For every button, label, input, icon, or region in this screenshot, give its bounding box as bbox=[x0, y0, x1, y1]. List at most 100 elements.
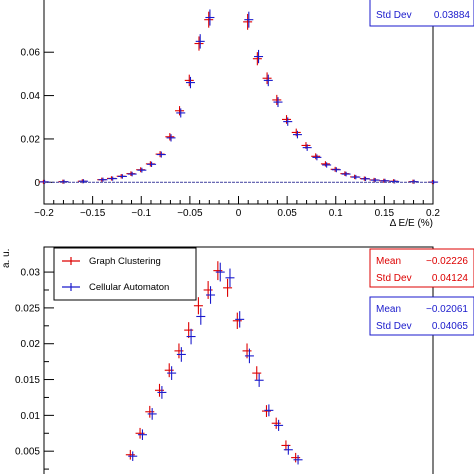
top-data-point bbox=[59, 179, 69, 184]
top-data-point bbox=[320, 161, 330, 167]
stats-ca-mean-value: −0.02061 bbox=[426, 304, 468, 315]
top-plot-frame bbox=[43, 0, 434, 205]
top-data-point bbox=[311, 153, 321, 160]
top-data-point bbox=[273, 97, 283, 108]
top-data-point bbox=[108, 176, 118, 181]
top-x-tick-label: −0.2 bbox=[34, 208, 54, 219]
bottom-data-point bbox=[254, 373, 264, 387]
bottom-data-point bbox=[186, 328, 196, 345]
bottom-data-point bbox=[128, 451, 138, 461]
bottom-data-point bbox=[176, 347, 186, 362]
top-x-axis-label: Δ E/E (%) bbox=[390, 218, 433, 229]
top-x-tick-label: 0.1 bbox=[329, 208, 343, 219]
bottom-panel: 0.005 0.01 0.015 0.02 0.025 0.03 a. u. Graph … bbox=[1, 246, 474, 474]
top-data-point bbox=[137, 167, 147, 173]
top-data-point bbox=[361, 176, 371, 181]
top-data-point bbox=[79, 179, 88, 184]
stats-gc-stddev-value: 0.04124 bbox=[432, 273, 469, 284]
top-data-marks bbox=[38, 9, 439, 185]
top-stats-box: Std Dev 0.03884 bbox=[369, 0, 474, 27]
stats-ca-mean-label: Mean bbox=[376, 304, 401, 315]
bottom-data-point bbox=[137, 429, 147, 441]
bottom-data-point bbox=[264, 404, 274, 417]
top-data-point bbox=[370, 178, 380, 183]
top-y-tick-label: 0.04 bbox=[21, 91, 41, 102]
top-y-tick-label: 0 bbox=[34, 178, 40, 189]
bottom-y-tick-label: 0.02 bbox=[21, 339, 41, 350]
bottom-y-tick-label: 0.025 bbox=[15, 303, 40, 314]
bottom-y-ticks: 0.005 0.01 0.015 0.02 0.025 0.03 bbox=[15, 268, 54, 470]
stats-gc-mean-label: Mean bbox=[376, 256, 401, 267]
top-data-point bbox=[252, 52, 262, 66]
bottom-data-point bbox=[206, 286, 216, 304]
top-x-tick-label: −0.05 bbox=[177, 208, 203, 219]
bottom-data-point bbox=[261, 405, 271, 417]
top-data-point bbox=[98, 177, 108, 182]
bottom-data-point bbox=[281, 440, 291, 451]
bottom-data-point bbox=[293, 455, 303, 465]
legend-label-cellular-automaton: Cellular Automaton bbox=[89, 282, 169, 293]
bottom-y-axis-label: a. u. bbox=[1, 249, 12, 268]
top-data-point bbox=[243, 13, 253, 30]
top-data-point bbox=[409, 179, 419, 184]
bottom-data-point bbox=[125, 449, 135, 460]
top-data-point bbox=[254, 49, 264, 64]
top-data-point bbox=[331, 167, 341, 173]
top-data-point bbox=[147, 161, 157, 167]
top-stat-value: 0.03884 bbox=[434, 10, 471, 21]
legend-label-graph-clustering: Graph Clustering bbox=[89, 256, 161, 267]
top-data-point bbox=[195, 34, 205, 49]
bottom-data-point bbox=[174, 343, 184, 359]
bottom-data-marks bbox=[125, 261, 303, 465]
top-data-point bbox=[351, 174, 361, 180]
top-data-point bbox=[283, 117, 293, 126]
top-y-tick-label: 0.02 bbox=[21, 134, 41, 145]
top-x-tick-label: 0.2 bbox=[426, 208, 440, 219]
top-data-point bbox=[312, 154, 322, 161]
stats-box-graph-clustering: Mean −0.02226 Std Dev 0.04124 bbox=[369, 248, 474, 288]
bottom-data-point bbox=[225, 268, 235, 288]
top-data-point bbox=[205, 9, 215, 26]
bottom-data-point bbox=[164, 363, 174, 378]
top-x-tick-label: 0 bbox=[236, 208, 242, 219]
top-data-point bbox=[322, 162, 332, 168]
top-data-point bbox=[117, 174, 127, 179]
bottom-data-point bbox=[147, 408, 157, 420]
top-x-tick-label: −0.1 bbox=[131, 208, 151, 219]
bottom-y-tick-label: 0.03 bbox=[21, 268, 41, 279]
top-data-point bbox=[185, 76, 195, 89]
bottom-data-point bbox=[235, 311, 245, 328]
bottom-data-point bbox=[167, 366, 177, 380]
bottom-y-tick-label: 0.015 bbox=[15, 375, 40, 386]
top-data-point bbox=[341, 171, 351, 177]
legend: Graph Clustering Cellular Automaton bbox=[53, 247, 197, 301]
top-data-point bbox=[165, 133, 175, 141]
bottom-data-point bbox=[271, 417, 281, 429]
bottom-data-point bbox=[232, 312, 242, 329]
bottom-data-point bbox=[184, 322, 194, 339]
bottom-y-tick-label: 0.005 bbox=[15, 447, 40, 458]
bottom-data-point bbox=[283, 444, 293, 455]
bottom-data-point bbox=[196, 308, 206, 325]
top-data-point bbox=[204, 11, 214, 28]
stats-ca-stddev-value: 0.04065 bbox=[432, 321, 469, 332]
top-data-point bbox=[282, 115, 292, 124]
bottom-y-tick-label: 0.01 bbox=[21, 411, 41, 422]
top-x-tick-label: −0.15 bbox=[80, 208, 106, 219]
top-y-ticks: 0 0.02 0.04 0.06 bbox=[21, 48, 54, 189]
top-y-tick-label: 0.06 bbox=[21, 48, 41, 59]
bottom-data-point bbox=[193, 297, 203, 315]
top-data-point bbox=[262, 72, 272, 85]
top-data-point bbox=[175, 106, 185, 116]
bottom-plot-frame bbox=[43, 246, 434, 474]
stats-gc-mean-value: −0.02226 bbox=[426, 256, 468, 267]
stats-gc-stddev-label: Std Dev bbox=[376, 273, 412, 284]
top-data-point bbox=[272, 94, 282, 105]
top-x-ticks: −0.2 −0.15 −0.1 −0.05 0 0.05 0.1 0.15 0.2 bbox=[34, 196, 440, 219]
top-data-point bbox=[244, 11, 254, 28]
top-data-point bbox=[166, 134, 176, 142]
bottom-data-point bbox=[252, 366, 262, 380]
top-data-point bbox=[184, 74, 194, 87]
bottom-data-point bbox=[155, 383, 164, 397]
